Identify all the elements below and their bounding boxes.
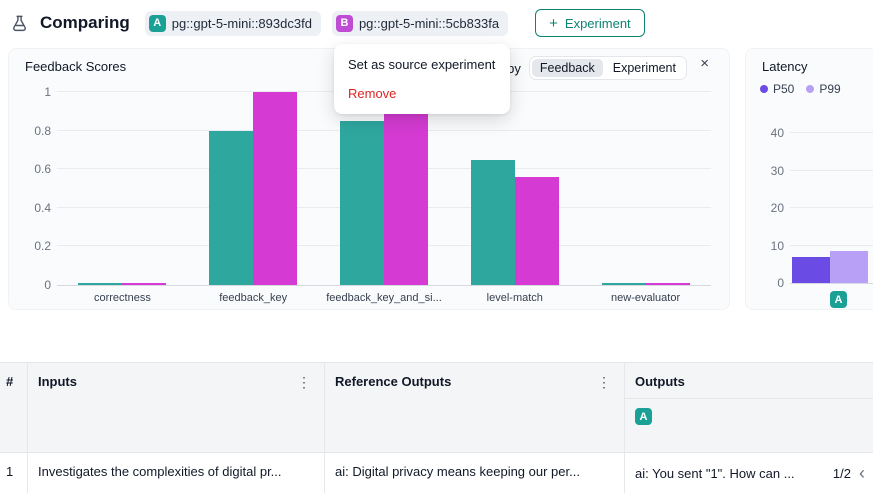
feedback-category-row: correctness feedback_key feedback_key_and_… (57, 292, 711, 304)
group-by-toggle: Feedback Experiment (528, 56, 687, 80)
latency-x-axis-badge: A (830, 291, 847, 308)
bar-B-correctness (122, 283, 167, 285)
add-experiment-button[interactable]: + Experiment (535, 9, 645, 37)
page-title: Comparing (40, 13, 130, 32)
chevron-left-icon[interactable]: ‹ (859, 463, 865, 483)
bar-group-feedback_key (188, 92, 319, 285)
y-tick-label: 1 (44, 85, 51, 99)
category-label: level-match (486, 292, 543, 304)
bar-A-level-match (470, 159, 515, 285)
experiment-a-badge: A (148, 14, 166, 32)
row-outputs-text: ai: You sent "1". How can ... (635, 465, 795, 481)
row-reference-outputs-cell[interactable]: ai: Digital privacy means keeping our pe… (325, 453, 625, 493)
y-tick-label: 0.2 (34, 239, 51, 254)
row-inputs-cell[interactable]: Investigates the complexities of digital… (28, 453, 325, 493)
bar-P50-A (792, 256, 830, 283)
y-tick-label: 0 (44, 278, 51, 292)
experiment-b-name: pg::gpt-5-mini::5cb833fa (358, 15, 500, 31)
bar-B-new-evaluator (645, 283, 690, 285)
kebab-menu-icon[interactable]: ⋮ (297, 374, 311, 390)
legend-item-p99: P99 (806, 82, 841, 96)
gridline (790, 132, 873, 133)
legend-label: P99 (819, 82, 841, 96)
bar-groups (790, 134, 873, 283)
y-tick-label: 0 (777, 276, 784, 290)
feedback-scores-title: Feedback Scores (25, 59, 127, 74)
bar-group-A (790, 134, 873, 283)
row-number: 1 (0, 453, 28, 493)
bar-B-level-match (514, 176, 559, 285)
y-tick-label: 10 (770, 238, 784, 253)
category-label: correctness (93, 292, 151, 304)
column-header-reference-outputs: Reference Outputs ⋮ (325, 363, 625, 453)
category-label: feedback_key (219, 292, 288, 304)
context-menu: Set as source experiment Remove (334, 44, 510, 114)
y-tick-label: 0.8 (34, 123, 51, 138)
bar-B-feedback_key (253, 92, 298, 285)
bar-group-new-evaluator (580, 93, 711, 285)
gridline (790, 169, 873, 171)
y-tick-label: 40 (770, 126, 784, 140)
y-tick-label: 0.4 (34, 200, 51, 215)
legend-label: P50 (773, 82, 795, 96)
y-tick-label: 20 (770, 201, 784, 215)
column-header-outputs-label: Outputs (625, 363, 873, 399)
latency-chart-area: 0 10 20 30 40 (771, 126, 873, 290)
y-tick-label: 30 (770, 163, 784, 178)
bar-group-level-match (449, 93, 580, 285)
bar-A-feedback_key (209, 130, 254, 285)
experiment-b-badge: B (335, 14, 353, 32)
kebab-menu-icon[interactable]: ⋮ (597, 374, 611, 390)
column-header-inputs-label: Inputs (38, 374, 77, 389)
legend-dot-icon (806, 85, 815, 93)
bar-A-new-evaluator (601, 283, 646, 285)
legend-item-p50: P50 (760, 82, 794, 96)
plus-icon: + (549, 14, 558, 32)
add-experiment-label: Experiment (564, 15, 631, 31)
gridline (790, 244, 873, 246)
latency-card: Latency P50 P99 0 10 20 30 40 A (745, 48, 873, 310)
bar-group-correctness (57, 93, 188, 285)
close-icon[interactable]: × (700, 55, 709, 72)
menu-item-remove[interactable]: Remove (348, 86, 397, 101)
category-label: feedback_key_and_si... (326, 292, 442, 304)
experiment-a-name: pg::gpt-5-mini::893dc3fd (171, 15, 312, 31)
row-outputs-cell[interactable]: ai: You sent "1". How can ... 1/2 ‹ (625, 453, 873, 493)
latency-title: Latency (762, 59, 808, 74)
output-pagination: 1/2 (832, 465, 851, 481)
column-header-reference-outputs-label: Reference Outputs (335, 374, 452, 389)
experiment-pill-b[interactable]: B pg::gpt-5-mini::5cb833fa (331, 10, 509, 36)
bar-group-feedback_key_and_si... (319, 93, 450, 285)
category-label: new-evaluator (611, 292, 681, 304)
bar-A-correctness (78, 283, 123, 285)
bar-A-feedback_key_and_si... (339, 120, 384, 285)
bar-B-feedback_key_and_si... (383, 97, 428, 285)
menu-item-set-as-source-experiment[interactable]: Set as source experiment (348, 57, 496, 72)
column-header-number: # (0, 363, 28, 453)
group-by-chip-experiment[interactable]: Experiment (612, 61, 676, 75)
latency-legend: P50 P99 (760, 82, 841, 96)
outputs-experiment-tabs: A (625, 399, 873, 434)
flask-icon (10, 14, 29, 33)
topbar: Comparing A pg::gpt-5-mini::893dc3fd B p… (0, 0, 873, 46)
group-by-chip-feedback[interactable]: Feedback (531, 59, 603, 77)
results-table: # Inputs ⋮ Reference Outputs ⋮ Outputs A… (0, 362, 873, 493)
gridline (790, 207, 873, 208)
bar-groups (57, 92, 711, 285)
column-header-outputs: Outputs A (625, 363, 873, 453)
feedback-chart-area: 0 0.2 0.4 0.6 0.8 1 (34, 85, 711, 292)
legend-dot-icon (760, 85, 768, 93)
bar-P99-A (830, 251, 868, 283)
y-tick-label: 0.6 (34, 162, 51, 177)
column-header-inputs: Inputs ⋮ (28, 363, 325, 453)
experiment-pill-a[interactable]: A pg::gpt-5-mini::893dc3fd (144, 10, 321, 36)
outputs-experiment-a-badge[interactable]: A (635, 408, 652, 425)
